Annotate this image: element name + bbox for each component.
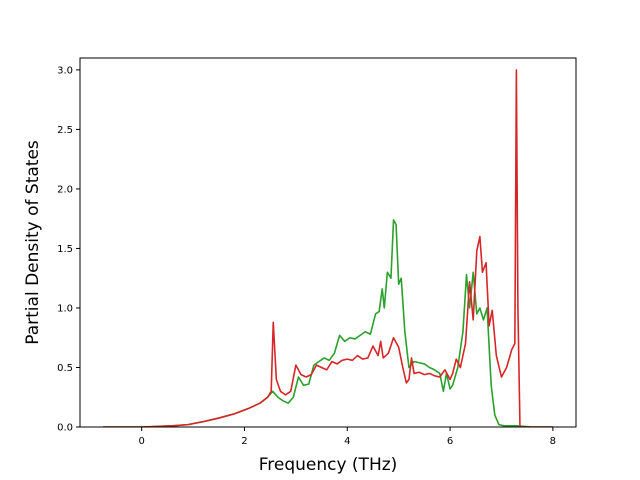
y-tick-label: 2.0 [57,184,73,195]
x-axis-label: Frequency (THz) [259,455,398,475]
x-tick-label: 8 [550,436,556,447]
y-axis: 0.0 0.5 1.0 1.5 2.0 2.5 3.0 [57,65,80,434]
y-tick-label: 0.0 [57,423,73,434]
y-tick-label: 0.5 [57,363,73,374]
axes-frame [79,57,577,428]
x-tick-label: 0 [138,436,144,447]
x-tick-label: 6 [447,436,453,447]
x-tick-label: 4 [344,436,350,447]
y-axis-label: Partial Density of States [23,140,43,345]
y-tick-label: 2.5 [57,125,73,136]
series-line-2 [103,69,553,427]
x-tick-label: 2 [241,436,247,447]
y-tick-label: 3.0 [57,65,73,76]
plot-area [79,57,577,428]
y-tick-label: 1.0 [57,303,73,314]
x-axis: 0 2 4 6 8 [138,427,556,447]
series-layer [103,69,553,427]
y-tick-label: 1.5 [57,244,73,255]
